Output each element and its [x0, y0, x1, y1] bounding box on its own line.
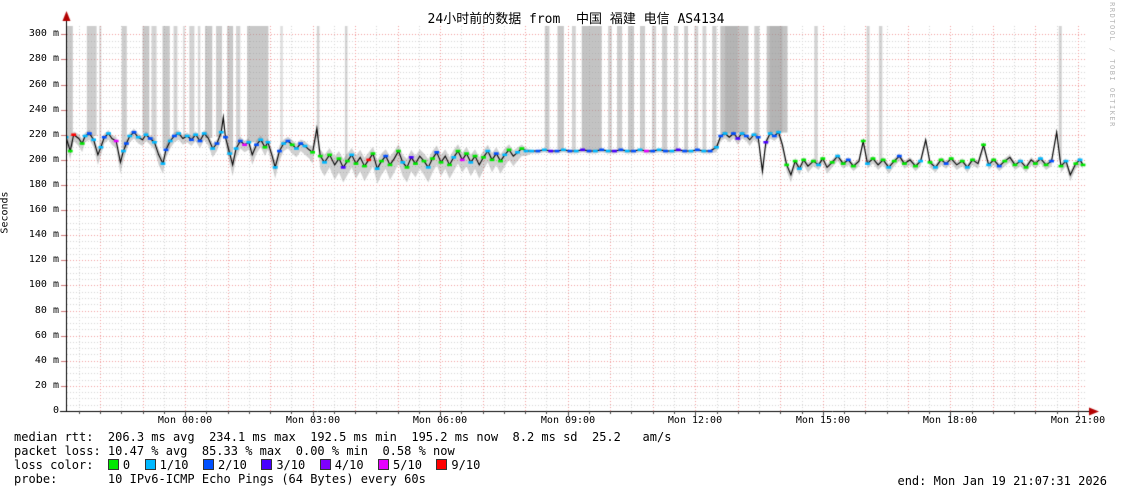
legend-label: 2/10: [217, 458, 262, 472]
stats-block: median rtt: 206.3 ms avg 234.1 ms max 19…: [14, 430, 671, 486]
stat-packet-loss-label: packet loss:: [14, 444, 108, 458]
y-tick-label: 260 m: [28, 79, 59, 90]
loss-color-legend: loss color: 0 1/10 2/10 3/10 4/10 5/10 9…: [14, 458, 671, 472]
stat-median-rtt: median rtt: 206.3 ms avg 234.1 ms max 19…: [14, 430, 671, 444]
loss-color-legend-label: loss color:: [14, 458, 108, 472]
y-tick-label: 180 m: [28, 179, 59, 190]
y-tick-label: 200 m: [28, 154, 59, 165]
legend-label: 5/10: [393, 458, 437, 472]
end-timestamp: end: Mon Jan 19 21:07:31 2026: [897, 474, 1107, 488]
y-tick-label: 300 m: [28, 28, 59, 39]
legend-swatch: [144, 459, 156, 470]
y-tick-label: 120 m: [28, 254, 59, 265]
legend-swatch: [107, 459, 119, 470]
stat-median-rtt-values: 206.3 ms avg 234.1 ms max 192.5 ms min 1…: [107, 430, 672, 444]
stat-probe-label: probe:: [14, 472, 108, 486]
y-tick-label: 60 m: [34, 330, 59, 341]
stat-probe-value: 10 IPv6-ICMP Echo Pings (64 Bytes) every…: [107, 472, 426, 486]
y-tick-label: 280 m: [28, 53, 59, 64]
x-tick-label: Mon 00:00: [157, 415, 213, 426]
legend-label: 1/10: [159, 458, 203, 472]
y-tick-label: 0: [52, 405, 59, 416]
y-tick-label: 140 m: [28, 229, 59, 240]
legend-label: 0: [122, 458, 145, 472]
y-tick-label: 80 m: [34, 305, 59, 316]
x-tick-label: Mon 12:00: [667, 415, 723, 426]
loss-color-legend-items: 0 1/10 2/10 3/10 4/10 5/10 9/10: [107, 458, 495, 472]
legend-swatch: [202, 459, 214, 470]
x-tick-label: Mon 09:00: [540, 415, 596, 426]
legend-swatch: [261, 459, 273, 470]
y-tick-label: 20 m: [34, 380, 59, 391]
legend-swatch: [436, 459, 448, 470]
stat-packet-loss-values: 10.47 % avg 85.33 % max 0.00 % min 0.58 …: [107, 444, 455, 458]
rrdtool-watermark: RRDTOOL / TOBI OETIKER: [1108, 2, 1116, 128]
x-tick-label: Mon 18:00: [922, 415, 978, 426]
legend-label: 4/10: [334, 458, 379, 472]
legend-label: 3/10: [276, 458, 320, 472]
x-tick-label: Mon 15:00: [795, 415, 851, 426]
legend-swatch: [319, 459, 331, 470]
y-tick-label: 240 m: [28, 104, 59, 115]
x-tick-label: Mon 06:00: [412, 415, 468, 426]
y-tick-label: 220 m: [28, 129, 59, 140]
latency-chart-canvas: [0, 0, 1121, 430]
y-tick-label: 160 m: [28, 204, 59, 215]
legend-label: 9/10: [451, 458, 495, 472]
x-tick-label: Mon 21:00: [1050, 415, 1106, 426]
stat-probe: probe: 10 IPv6-ICMP Echo Pings (64 Bytes…: [14, 472, 671, 486]
x-tick-label: Mon 03:00: [285, 415, 341, 426]
stat-median-rtt-label: median rtt:: [14, 430, 108, 444]
stat-packet-loss: packet loss: 10.47 % avg 85.33 % max 0.0…: [14, 444, 671, 458]
legend-swatch: [378, 459, 390, 470]
y-tick-label: 100 m: [28, 279, 59, 290]
y-tick-label: 40 m: [34, 355, 59, 366]
